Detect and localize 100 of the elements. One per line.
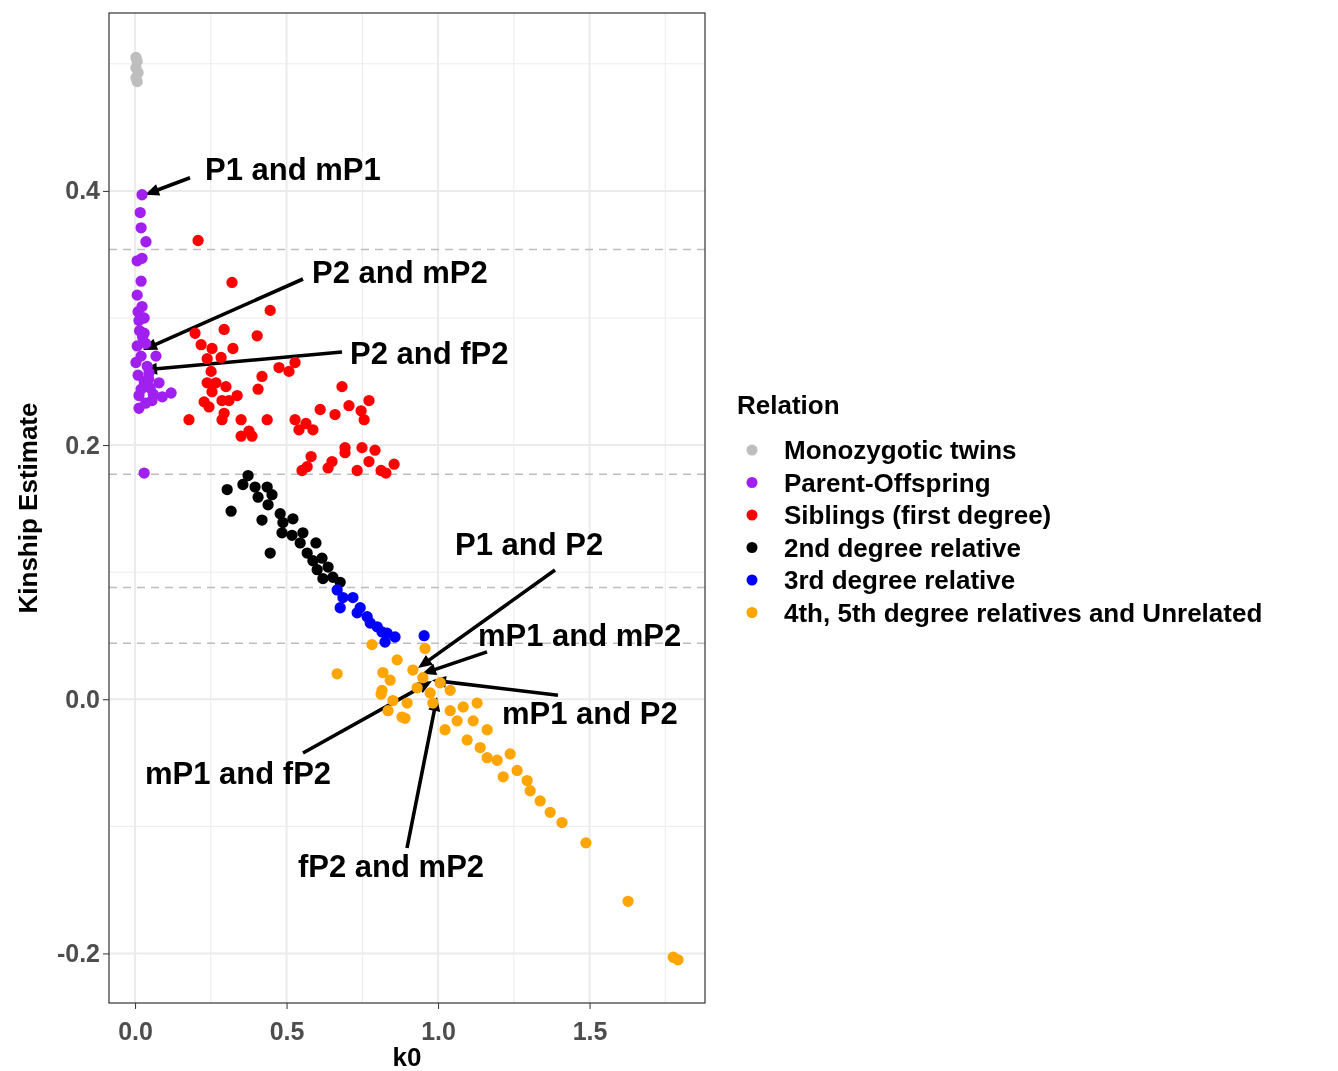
point bbox=[135, 350, 147, 362]
point bbox=[444, 684, 456, 696]
point bbox=[322, 462, 334, 474]
point bbox=[156, 391, 168, 403]
point bbox=[136, 189, 148, 201]
legend-label: Siblings (first degree) bbox=[784, 500, 1052, 530]
point bbox=[215, 351, 227, 364]
point bbox=[252, 491, 264, 503]
point bbox=[226, 276, 238, 289]
point bbox=[672, 954, 684, 966]
point bbox=[474, 741, 486, 754]
point bbox=[343, 400, 355, 412]
point bbox=[286, 529, 298, 541]
point bbox=[358, 414, 370, 426]
point bbox=[417, 672, 429, 684]
point bbox=[444, 705, 456, 717]
point bbox=[283, 365, 295, 378]
point bbox=[427, 697, 439, 709]
x-tick-label: 1.0 bbox=[421, 1016, 456, 1045]
point bbox=[366, 638, 378, 651]
point bbox=[289, 414, 301, 426]
y-tick-label: 0.4 bbox=[65, 176, 101, 205]
point bbox=[153, 377, 165, 389]
point bbox=[138, 467, 150, 479]
point bbox=[411, 682, 423, 694]
point bbox=[274, 508, 286, 520]
point bbox=[273, 361, 285, 374]
x-tick-label: 0.0 bbox=[118, 1016, 153, 1045]
point bbox=[377, 666, 389, 679]
point bbox=[369, 444, 381, 456]
point bbox=[434, 677, 446, 689]
y-tick-label: -0.2 bbox=[56, 938, 100, 967]
point bbox=[225, 505, 237, 517]
x-tick-label: 1.5 bbox=[572, 1016, 608, 1045]
annotation: fP2 and mP2 bbox=[298, 849, 485, 884]
point bbox=[201, 353, 213, 365]
point bbox=[135, 222, 147, 234]
point bbox=[135, 275, 147, 287]
point bbox=[140, 397, 152, 409]
point bbox=[467, 715, 479, 727]
point bbox=[131, 289, 143, 301]
point bbox=[195, 339, 207, 351]
point bbox=[221, 483, 233, 496]
point bbox=[252, 383, 264, 395]
point bbox=[316, 552, 328, 564]
annotation: P2 and fP2 bbox=[350, 336, 509, 371]
point bbox=[251, 330, 263, 342]
point bbox=[220, 381, 232, 393]
point bbox=[461, 734, 473, 746]
point bbox=[439, 724, 451, 736]
point bbox=[277, 516, 289, 529]
annotation: P1 and mP1 bbox=[205, 151, 381, 187]
point bbox=[511, 764, 523, 777]
point bbox=[192, 234, 204, 247]
point bbox=[218, 323, 230, 336]
point bbox=[256, 370, 268, 383]
point bbox=[622, 895, 634, 907]
point bbox=[262, 499, 274, 511]
point bbox=[264, 547, 276, 559]
point bbox=[521, 774, 533, 787]
point bbox=[504, 748, 516, 760]
point bbox=[261, 414, 273, 426]
point bbox=[294, 537, 306, 549]
point bbox=[242, 469, 254, 482]
point bbox=[544, 806, 556, 818]
point bbox=[141, 360, 153, 372]
point bbox=[419, 642, 431, 655]
point bbox=[471, 697, 483, 709]
point bbox=[418, 630, 430, 642]
legend-label: 2nd degree relative bbox=[784, 532, 1021, 563]
point bbox=[481, 752, 493, 764]
point bbox=[276, 527, 288, 539]
point bbox=[351, 607, 363, 619]
point bbox=[363, 455, 375, 468]
point bbox=[388, 458, 400, 470]
y-axis-title: Kinship Estimate bbox=[13, 402, 43, 614]
point bbox=[266, 489, 278, 501]
point bbox=[297, 527, 309, 539]
point bbox=[206, 386, 218, 398]
point bbox=[216, 414, 228, 426]
y-tick-label: 0.2 bbox=[65, 430, 100, 459]
point bbox=[337, 591, 349, 604]
point bbox=[424, 687, 436, 699]
point bbox=[231, 389, 243, 402]
annotation: mP1 and fP2 bbox=[145, 756, 332, 791]
point bbox=[384, 674, 396, 686]
annotation: P2 and mP2 bbox=[312, 255, 488, 290]
point bbox=[183, 414, 195, 426]
point bbox=[363, 394, 375, 407]
point bbox=[227, 342, 239, 355]
point bbox=[379, 636, 391, 648]
legend-label: 4th, 5th degree relatives and Unrelated bbox=[784, 597, 1263, 628]
point bbox=[205, 365, 217, 378]
point bbox=[356, 442, 368, 454]
point bbox=[289, 356, 301, 369]
point bbox=[134, 206, 146, 219]
annotation: mP1 and P2 bbox=[502, 696, 678, 732]
point bbox=[331, 668, 343, 680]
point bbox=[310, 537, 322, 549]
point bbox=[451, 715, 463, 727]
